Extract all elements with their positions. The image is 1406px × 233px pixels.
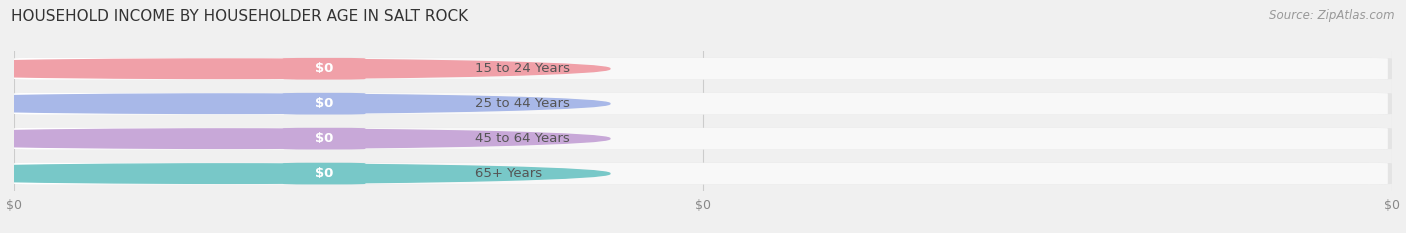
- Text: 15 to 24 Years: 15 to 24 Years: [475, 62, 571, 75]
- FancyBboxPatch shape: [14, 128, 1392, 150]
- Text: 45 to 64 Years: 45 to 64 Years: [475, 132, 569, 145]
- Circle shape: [0, 94, 610, 113]
- Text: $0: $0: [315, 97, 333, 110]
- Text: $0: $0: [315, 132, 333, 145]
- FancyBboxPatch shape: [283, 93, 366, 115]
- FancyBboxPatch shape: [18, 163, 1388, 184]
- FancyBboxPatch shape: [283, 128, 366, 150]
- Text: $0: $0: [315, 62, 333, 75]
- Text: HOUSEHOLD INCOME BY HOUSEHOLDER AGE IN SALT ROCK: HOUSEHOLD INCOME BY HOUSEHOLDER AGE IN S…: [11, 9, 468, 24]
- Text: Source: ZipAtlas.com: Source: ZipAtlas.com: [1270, 9, 1395, 22]
- Circle shape: [0, 129, 610, 148]
- FancyBboxPatch shape: [14, 93, 297, 115]
- FancyBboxPatch shape: [14, 163, 297, 185]
- FancyBboxPatch shape: [14, 58, 1392, 80]
- FancyBboxPatch shape: [14, 93, 1392, 115]
- Text: 65+ Years: 65+ Years: [475, 167, 543, 180]
- FancyBboxPatch shape: [18, 128, 1388, 149]
- FancyBboxPatch shape: [18, 58, 1388, 79]
- FancyBboxPatch shape: [14, 58, 297, 80]
- FancyBboxPatch shape: [283, 58, 366, 80]
- FancyBboxPatch shape: [14, 128, 297, 150]
- Circle shape: [0, 164, 610, 183]
- Text: 25 to 44 Years: 25 to 44 Years: [475, 97, 571, 110]
- FancyBboxPatch shape: [18, 93, 1388, 114]
- FancyBboxPatch shape: [14, 163, 1392, 185]
- FancyBboxPatch shape: [283, 163, 366, 185]
- Circle shape: [0, 59, 610, 79]
- Text: $0: $0: [315, 167, 333, 180]
